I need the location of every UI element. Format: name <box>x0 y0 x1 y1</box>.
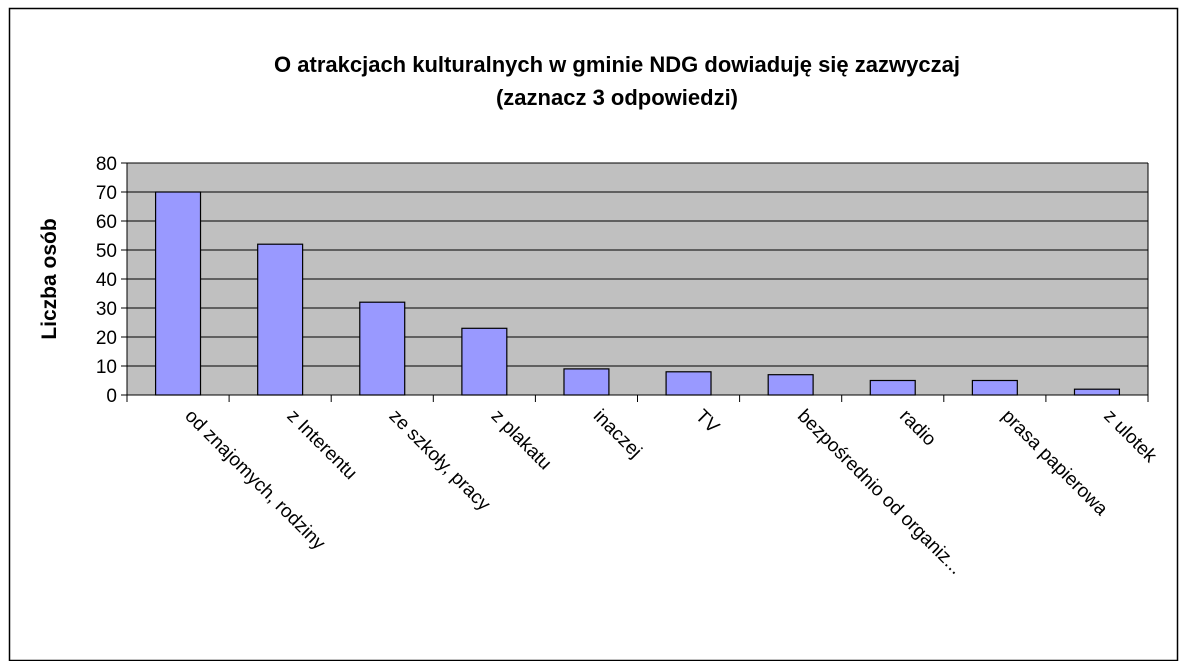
bar <box>154 191 202 396</box>
y-tick-label: 10 <box>96 357 117 378</box>
bar <box>971 379 1018 396</box>
y-axis-label: Liczba osób <box>38 218 61 339</box>
bar <box>359 301 406 396</box>
y-tick-label: 80 <box>96 154 117 175</box>
y-tick-label: 0 <box>106 386 117 407</box>
chart-title: O atrakcjach kulturalnych w gminie NDG d… <box>274 52 960 77</box>
y-tick-label: 60 <box>96 212 117 233</box>
y-tick-label: 50 <box>96 241 117 262</box>
bar <box>1073 388 1121 396</box>
y-tick-label: 30 <box>96 299 117 320</box>
bar <box>869 379 916 396</box>
chart-subtitle: (zaznacz 3 odpowiedzi) <box>496 85 738 110</box>
bar <box>257 243 304 396</box>
y-tick-label: 40 <box>96 270 117 291</box>
bar <box>461 327 508 396</box>
bar <box>563 368 610 396</box>
bar <box>767 374 814 396</box>
y-tick-label: 70 <box>96 183 117 204</box>
bar <box>665 371 712 396</box>
y-tick-label: 20 <box>96 328 117 349</box>
